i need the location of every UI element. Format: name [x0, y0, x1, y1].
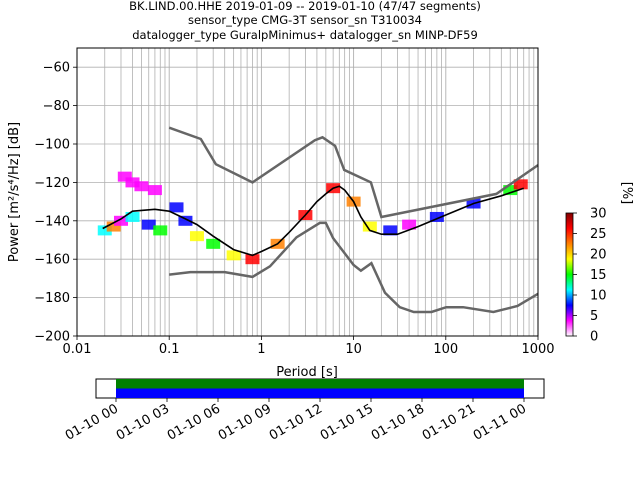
- plot-background: [77, 48, 538, 336]
- ppsd-plot: 0.01 0.1 1 10 100 1000 −60 −80 −100 −120 −140 −160…: [7, 47, 555, 380]
- timeline-tick-label: 01-10 00: [63, 401, 121, 443]
- timeline-tick-label: 01-10 12: [267, 401, 325, 443]
- histogram-cell: [429, 211, 444, 222]
- histogram-cell: [147, 185, 162, 196]
- colorbar-gradient: [565, 212, 574, 337]
- title-line-3: datalogger_type GuralpMinimus+ datalogge…: [132, 28, 478, 42]
- y-axis-ticks: −60 −80 −100 −120 −140 −160 −180 −200: [34, 61, 77, 345]
- y-tick-label: −120: [34, 176, 70, 191]
- x-axis-label: Period [s]: [276, 365, 338, 380]
- x-tick-label: 1: [257, 342, 265, 357]
- timeline-tick-label: 01-10 21: [420, 401, 478, 443]
- y-tick-label: −100: [34, 138, 70, 153]
- timeline-tick-label: 01-10 06: [165, 401, 223, 443]
- colorbar-tick-label: 5: [590, 309, 598, 324]
- title-line-2: sensor_type CMG-3T sensor_sn T310034: [188, 13, 422, 27]
- x-tick-label: 0.1: [159, 342, 180, 357]
- x-axis-ticks: 0.01 0.1 1 10 100 1000: [63, 336, 555, 357]
- histogram-cell: [206, 238, 221, 249]
- colorbar-tick-label: 20: [590, 248, 607, 263]
- timeline-bar: [116, 388, 524, 398]
- timeline-tick-label: 01-10 18: [369, 401, 427, 443]
- colorbar-tick-label: 10: [590, 289, 607, 304]
- histogram-cell: [226, 250, 241, 261]
- y-tick-label: −200: [34, 330, 70, 345]
- y-axis-label: Power [m²/s⁴/Hz] [dB]: [7, 122, 22, 262]
- histogram-cell: [245, 254, 260, 265]
- timeline-tick-label: 01-10 03: [114, 401, 172, 443]
- histogram-cell: [113, 215, 128, 226]
- colorbar-label: [%]: [619, 182, 634, 205]
- histogram-cell: [141, 219, 156, 230]
- histogram-cell: [125, 211, 140, 222]
- title-block: BK.LIND.00.HHE 2019-01-09 -- 2019-01-10 …: [129, 0, 481, 42]
- colorbar-tick-label: 0: [590, 330, 598, 345]
- y-tick-label: −180: [34, 291, 70, 306]
- x-tick-label: 1000: [521, 342, 554, 357]
- histogram-cell: [125, 177, 140, 188]
- timeline-tick-label: 01-11 00: [471, 401, 529, 443]
- histogram-cell: [189, 231, 204, 242]
- y-tick-label: −80: [43, 99, 70, 114]
- timeline-tick-label: 01-10 09: [216, 401, 274, 443]
- histogram-cell: [97, 225, 112, 236]
- x-tick-label: 10: [345, 342, 362, 357]
- histogram-cell: [402, 219, 417, 230]
- x-tick-label: 0.01: [63, 342, 92, 357]
- timeline-bars: [116, 379, 524, 398]
- colorbar-ticks: 0 5 10 15 20 25 30: [573, 207, 607, 345]
- plot-frame: [76, 47, 539, 337]
- noise-model-nhnm: [168, 126, 539, 219]
- histogram-cell: [513, 179, 528, 190]
- histogram-cell: [134, 181, 149, 192]
- colorbar-tick-label: 15: [590, 268, 607, 283]
- colorbar-tick-label: 25: [590, 227, 607, 242]
- y-tick-label: −60: [43, 61, 70, 76]
- colorbar-tick-label: 30: [590, 207, 607, 222]
- histogram-cell: [153, 225, 168, 236]
- histogram-cell: [383, 225, 398, 236]
- histogram-cell: [106, 221, 121, 232]
- timeline-tick-label: 01-10 15: [318, 401, 376, 443]
- x-tick-label: 100: [433, 342, 458, 357]
- y-tick-label: −140: [34, 214, 70, 229]
- histogram-cell: [178, 215, 193, 226]
- histogram-cell: [169, 202, 184, 213]
- mode-curve: [102, 185, 524, 257]
- histogram-cell: [503, 185, 518, 196]
- grid: [76, 48, 538, 337]
- histogram-cell: [362, 221, 377, 232]
- timeline-bar: [116, 379, 524, 389]
- title-line-1: BK.LIND.00.HHE 2019-01-09 -- 2019-01-10 …: [129, 0, 481, 13]
- histogram-cell: [117, 171, 132, 182]
- curves-layer: [102, 126, 539, 314]
- y-tick-label: −160: [34, 253, 70, 268]
- colorbar: 0 5 10 15 20 25 30 [%]: [565, 182, 634, 345]
- noise-model-nlnm: [169, 221, 539, 314]
